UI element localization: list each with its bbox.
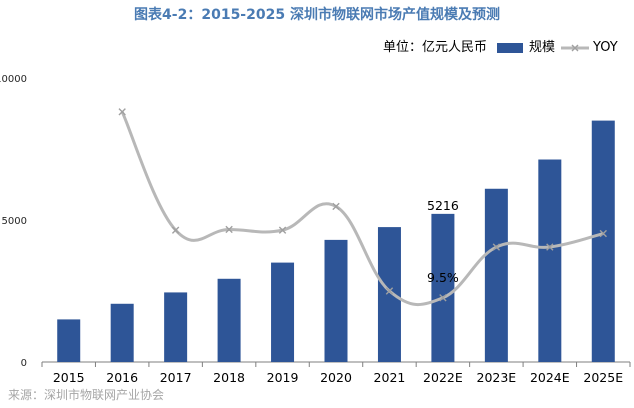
yoy-marker	[332, 202, 340, 211]
bar	[324, 239, 348, 362]
bar	[591, 120, 615, 362]
x-tick-label: 2022E	[423, 370, 463, 385]
legend-line-label: YOY	[592, 40, 618, 55]
bar	[164, 292, 188, 362]
legend-bar-swatch	[497, 43, 523, 53]
x-tick-label: 2015	[53, 370, 85, 385]
x-tick-label: 2025E	[583, 370, 623, 385]
yoy-marker	[278, 226, 287, 234]
bar	[431, 213, 455, 362]
bar	[271, 262, 295, 362]
x-tick-label: 2019	[267, 370, 299, 385]
y-tick-label: 10000	[0, 74, 27, 85]
x-tick-label: 2024E	[530, 370, 570, 385]
y-tick-label: 5000	[2, 216, 27, 227]
bar	[217, 278, 241, 362]
x-tick-label: 2016	[106, 370, 138, 385]
source-note: 来源：深圳市物联网产业协会	[8, 388, 165, 402]
x-tick-label: 2020	[320, 370, 352, 385]
x-tick-label: 2023E	[477, 370, 517, 385]
y-tick-label: 0	[21, 358, 27, 369]
legend-bar-label: 规模	[529, 40, 555, 55]
legend-line-marker	[571, 44, 579, 52]
yoy-line	[120, 111, 604, 307]
bar	[484, 188, 508, 362]
bar-data-label: 5216	[427, 198, 459, 213]
x-tick-label: 2017	[160, 370, 192, 385]
bar	[57, 319, 81, 362]
yoy-marker	[492, 243, 501, 251]
bar	[538, 159, 562, 362]
yoy-marker	[546, 243, 554, 251]
yoy-marker	[439, 294, 447, 302]
bar	[110, 303, 134, 362]
chart-title: 图表4-2：2015-2025 深圳市物联网市场产值规模及预测	[134, 7, 500, 23]
yoy-marker	[118, 108, 126, 116]
yoy-marker	[171, 226, 180, 234]
x-tick-label: 2021	[374, 370, 406, 385]
yoy-marker	[385, 287, 394, 295]
yoy-data-label: 9.5%	[427, 270, 459, 285]
unit-label: 单位：亿元人民币	[383, 40, 487, 55]
x-tick-label: 2018	[213, 370, 245, 385]
yoy-marker	[225, 225, 233, 234]
yoy-marker	[599, 229, 607, 238]
bar	[377, 227, 401, 362]
